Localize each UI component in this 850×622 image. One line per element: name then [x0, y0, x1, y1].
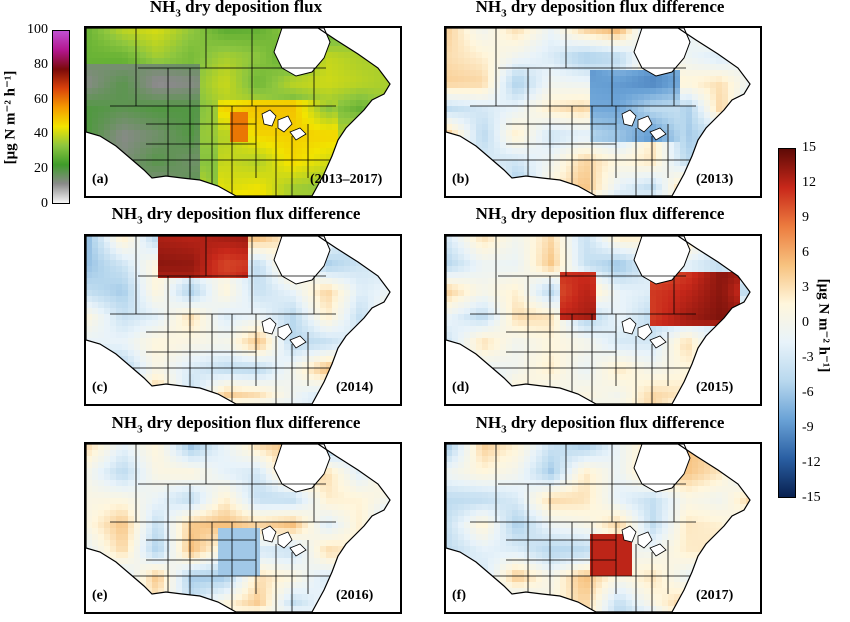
flux-colorbar-tick: 20: [34, 161, 48, 177]
map-panel-a: [84, 26, 402, 198]
diff-colorbar-tick: 0: [802, 315, 809, 330]
coastline: [446, 236, 751, 404]
state-borders: [110, 236, 336, 404]
panel-e-period: (2016): [336, 588, 374, 603]
panel-f-title: NH3 dry deposition flux difference: [475, 413, 725, 436]
map-a-svg: [86, 28, 391, 196]
panel-b-title: NH3 dry deposition flux difference: [475, 0, 725, 20]
map-e-field: [86, 444, 390, 612]
map-panel-b: [444, 26, 762, 198]
panel-d-label: (d): [452, 380, 470, 395]
diff-colorbar-tick: -15: [802, 490, 821, 505]
map-d-svg: [446, 236, 751, 404]
diff-colorbar-tick: -9: [802, 420, 814, 435]
panel-b-period: (2013): [696, 172, 734, 187]
diff-colorbar-tick: -6: [802, 385, 814, 400]
map-panel-c: [84, 234, 402, 406]
diff-colorbar-unit: [μg N m⁻² h⁻¹]: [815, 278, 832, 373]
great-lakes: [621, 525, 667, 557]
panel-c-period: (2014): [336, 380, 374, 395]
flux-colorbar: [52, 30, 70, 204]
state-borders: [110, 28, 336, 196]
state-borders: [470, 236, 696, 404]
panel-f-label: (f): [452, 588, 466, 603]
diff-colorbar-tick: -12: [802, 455, 821, 470]
diff-colorbar-tick: 12: [802, 175, 816, 190]
panel-e-label: (e): [92, 588, 108, 603]
map-c-field: [86, 236, 390, 404]
map-f-field: [446, 444, 750, 612]
diff-colorbar-tick: -3: [802, 350, 814, 365]
great-lakes: [621, 109, 667, 141]
great-lakes: [621, 317, 667, 349]
map-panel-e: [84, 442, 402, 614]
state-borders: [470, 444, 696, 612]
coastline: [86, 236, 391, 404]
coastline: [86, 444, 391, 612]
great-lakes: [261, 525, 307, 557]
panel-c-title: NH3 dry deposition flux difference: [111, 204, 361, 227]
flux-colorbar-tick: 0: [41, 196, 48, 211]
flux-colorbar-tick: 100: [27, 22, 48, 37]
map-panel-d: [444, 234, 762, 406]
map-c-svg: [86, 236, 391, 404]
state-borders: [470, 28, 696, 196]
diff-colorbar-tick: 6: [802, 245, 809, 260]
diff-colorbar-tick: 15: [802, 140, 816, 155]
map-panel-f: [444, 442, 762, 614]
panel-a-label: (a): [92, 172, 109, 187]
diff-colorbar-tick: 3: [802, 280, 809, 295]
map-b-field: [446, 28, 750, 196]
flux-colorbar-unit: [μg N m⁻² h⁻¹]: [2, 70, 19, 165]
map-e-svg: [86, 444, 391, 612]
state-borders: [110, 444, 336, 612]
panel-d-title: NH3 dry deposition flux difference: [475, 204, 725, 227]
panel-d-period: (2015): [696, 380, 734, 395]
diff-colorbar-tick: 9: [802, 210, 809, 225]
coastline: [446, 28, 751, 196]
flux-colorbar-tick: 80: [34, 56, 48, 72]
panel-e-title: NH3 dry deposition flux difference: [111, 413, 361, 436]
map-b-svg: [446, 28, 751, 196]
coastline: [446, 444, 751, 612]
map-a-field: [86, 28, 390, 196]
panel-b-label: (b): [452, 172, 470, 187]
great-lakes: [261, 317, 307, 349]
map-d-field: [446, 236, 750, 404]
panel-c-label: (c): [92, 380, 108, 395]
great-lakes: [261, 109, 307, 141]
coastline: [86, 28, 391, 196]
flux-colorbar-tick: 40: [34, 126, 48, 142]
flux-colorbar-tick: 60: [34, 91, 48, 107]
panel-f-period: (2017): [696, 588, 734, 603]
diff-colorbar: [778, 148, 796, 498]
map-f-svg: [446, 444, 751, 612]
panel-a-period: (2013–2017): [310, 172, 383, 187]
panel-a-title: NH3 dry deposition flux: [149, 0, 323, 20]
